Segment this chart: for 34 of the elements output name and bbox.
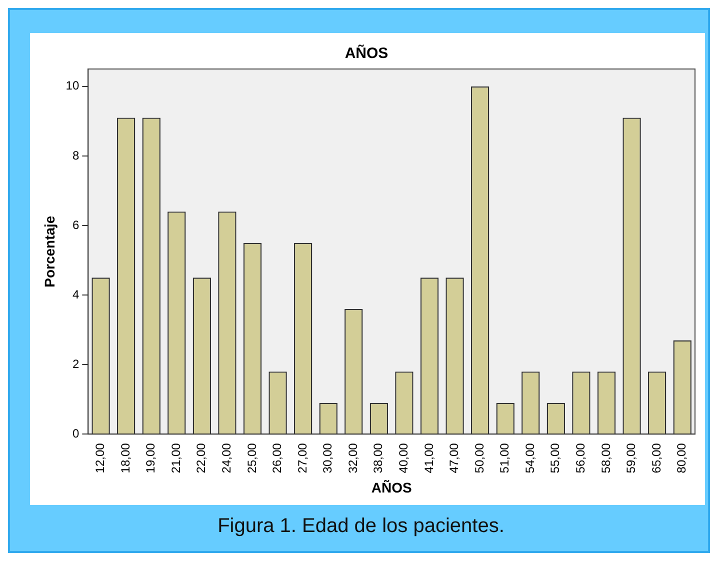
x-tick-label: 38,00 <box>371 442 386 474</box>
x-tick-label: 19,00 <box>144 442 158 474</box>
y-tick-label: 6 <box>72 218 80 232</box>
x-tick-label: 24,00 <box>220 442 234 474</box>
x-tick-label: 51,00 <box>498 442 512 474</box>
text: Figura 1. Edad de los pacientes. <box>216 515 506 538</box>
x-tick-label: 12,00 <box>93 442 108 474</box>
x-tick-label: 27,00 <box>295 442 310 474</box>
x-tick-label: 54,00 <box>522 442 537 474</box>
chart-title: AÑOS <box>344 44 388 62</box>
x-tick-label: 58,00 <box>598 442 613 474</box>
x-tick-label: 18,00 <box>118 442 132 474</box>
x-tick-label: 21,00 <box>168 442 183 474</box>
x-tick-label: 32,00 <box>346 442 360 474</box>
x-tick-label: 59,00 <box>624 442 638 474</box>
x-tick-label: 25,00 <box>244 442 259 474</box>
x-tick-label: 80,00 <box>674 442 689 474</box>
y-tick-label: 8 <box>72 148 80 162</box>
x-tick-label: 50,00 <box>472 442 486 474</box>
x-tick-label: 55,00 <box>548 442 562 474</box>
y-tick-label: 10 <box>66 78 80 93</box>
x-tick-label: 41,00 <box>422 442 436 474</box>
y-tick-label: 2 <box>72 356 80 371</box>
x-tick-label: 26,00 <box>270 442 284 474</box>
x-tick-label: 65,00 <box>649 442 664 474</box>
y-axis-title: Porcentaje <box>41 216 58 288</box>
x-tick-label: 40,00 <box>396 442 411 474</box>
x-tick-label: 22,00 <box>194 442 208 474</box>
y-tick-label: 4 <box>72 287 80 302</box>
x-tick-label: 47,00 <box>447 442 462 474</box>
x-tick-label: 30,00 <box>320 442 335 474</box>
x-tick-label: 56,00 <box>574 442 588 474</box>
y-tick-label: 0 <box>72 426 80 440</box>
x-axis-title: AÑOS <box>371 479 412 496</box>
